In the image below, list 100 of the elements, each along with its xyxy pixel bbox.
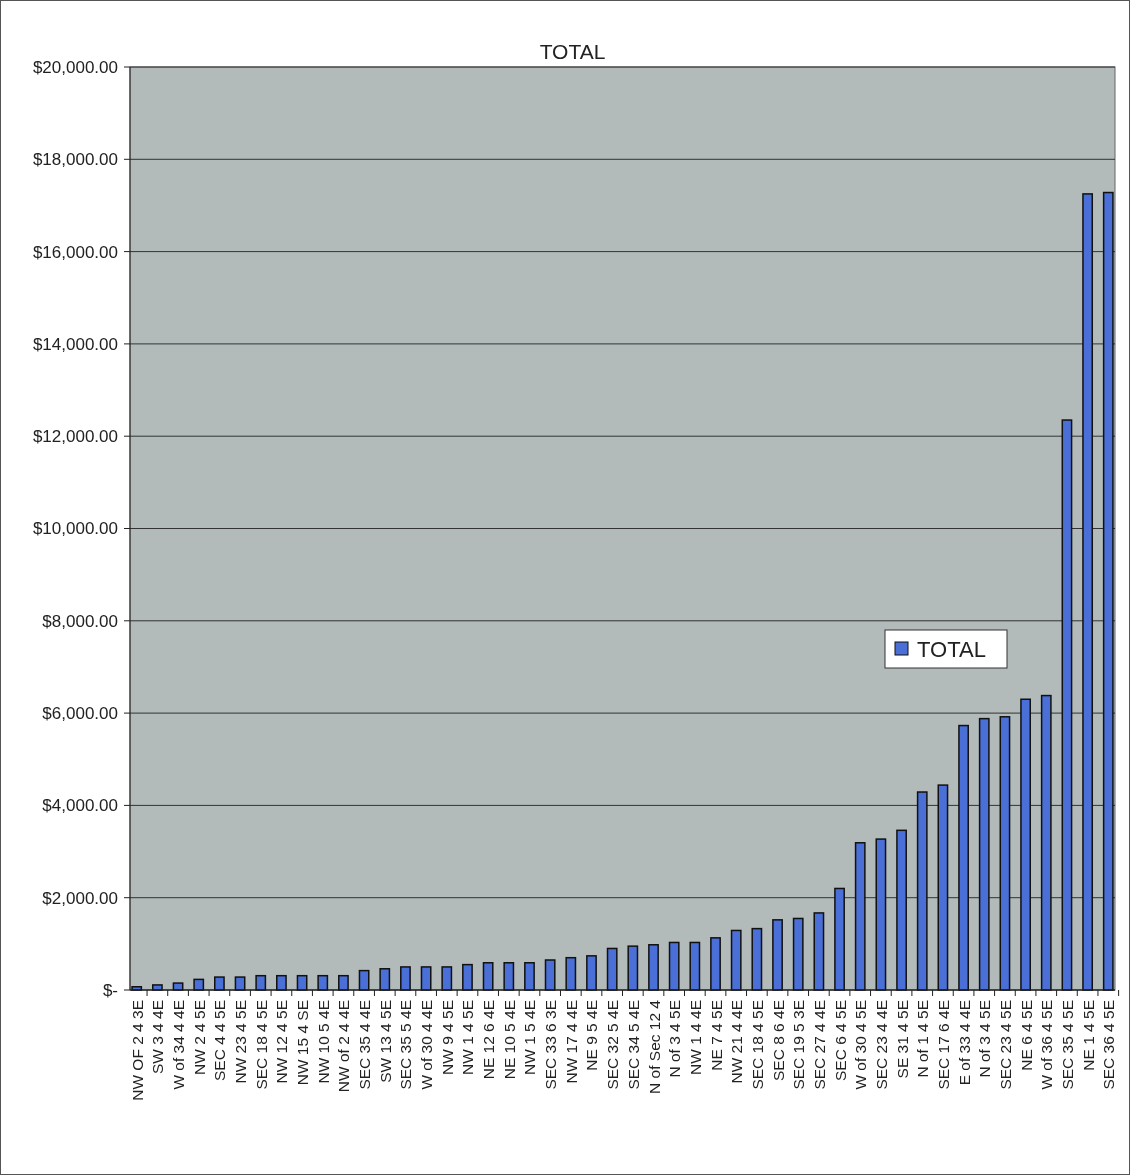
bar xyxy=(834,887,845,991)
x-tick-label: SW 13 4 5E xyxy=(376,1000,394,1083)
x-tick-label: N of 3 4 5E xyxy=(976,1000,994,1078)
x-tick-label: SE 31 4 5E xyxy=(893,1000,911,1079)
x-tick-label: NE 12 6 4E xyxy=(480,1000,498,1080)
y-tick-label: $4,000.00 xyxy=(42,796,118,816)
x-tick-label: SEC 19 5 3E xyxy=(790,1000,808,1090)
bar xyxy=(896,829,907,991)
x-tick-label: SEC 32 5 4E xyxy=(604,1000,622,1090)
bar xyxy=(751,927,763,991)
x-tick-label: NE 1 4 5E xyxy=(1079,1000,1097,1071)
bar xyxy=(772,919,783,991)
x-tick-label: NW of 2 4 4E xyxy=(335,1000,353,1093)
bar xyxy=(276,974,287,991)
bar xyxy=(524,962,535,991)
x-tick-label: NW 1 4 5E xyxy=(459,1000,477,1075)
x-tick-label: SEC 33 6 3E xyxy=(542,1000,560,1090)
x-tick-label: SEC 23 4 5E xyxy=(996,1000,1014,1090)
x-tick-label: NW 10 5 4E xyxy=(314,1000,332,1084)
bar xyxy=(503,962,515,991)
x-tick-label: SEC 18 4 5E xyxy=(748,1000,766,1090)
bar xyxy=(999,716,1011,991)
x-tick-label: NW 1 5 4E xyxy=(521,1000,539,1075)
x-tick-label: SEC 6 4 5E xyxy=(831,1000,849,1081)
y-tick-label: $20,000.00 xyxy=(32,57,118,77)
y-tick-label: $14,000.00 xyxy=(32,334,118,354)
y-tick-label: $10,000.00 xyxy=(32,519,118,539)
x-tick-label: SEC 35 4 5E xyxy=(1058,1000,1076,1090)
x-tick-label: NW 21 4 4E xyxy=(728,1000,746,1084)
bar xyxy=(875,838,887,991)
x-tick-label: SEC 35 4 4E xyxy=(356,1000,374,1090)
bar xyxy=(420,966,432,991)
x-tick-label: SEC 8 6 4E xyxy=(769,1000,787,1081)
y-tick-label: $2,000.00 xyxy=(42,888,118,908)
x-tick-label: SEC 35 5 4E xyxy=(397,1000,415,1090)
bar xyxy=(937,784,949,991)
x-tick-label: N of 3 4 5E xyxy=(666,1000,684,1078)
bar xyxy=(379,968,391,991)
bar xyxy=(255,974,267,991)
chart-title: TOTAL xyxy=(539,40,606,63)
bar xyxy=(214,976,225,991)
x-tick-label: W of 30 4 4E xyxy=(418,1000,436,1090)
bar xyxy=(668,941,680,991)
x-tick-label: N of 1 4 5E xyxy=(914,1000,932,1078)
x-tick-label: SEC 18 4 5E xyxy=(252,1000,270,1090)
bar xyxy=(958,724,969,991)
bar xyxy=(338,974,349,991)
x-tick-label: NW 15 4 SE xyxy=(294,1000,312,1086)
bar xyxy=(813,912,825,991)
x-tick-label: SEC 34 5 4E xyxy=(624,1000,642,1090)
x-tick-label: W of 34 4 4E xyxy=(170,1000,188,1090)
x-tick-label: SEC 23 4 4E xyxy=(872,1000,890,1090)
bar xyxy=(606,947,618,991)
bar xyxy=(586,955,597,991)
bar xyxy=(1020,698,1031,991)
x-tick-label: SW 3 4 4E xyxy=(149,1000,167,1075)
bar xyxy=(317,974,329,991)
x-tick-label: NW 17 4 4E xyxy=(562,1000,580,1084)
bar xyxy=(1082,193,1094,991)
y-tick-label: $12,000.00 xyxy=(32,427,118,447)
bar xyxy=(358,969,370,991)
bar xyxy=(1102,191,1114,991)
y-tick-label: $18,000.00 xyxy=(32,150,118,170)
bar xyxy=(916,791,928,991)
bar xyxy=(482,962,494,991)
x-tick-label: W of 30 4 5E xyxy=(852,1000,870,1090)
x-tick-label: N of Sec 12 4 xyxy=(645,999,663,1094)
bar xyxy=(710,937,721,991)
x-tick-label: NW 1 4 4E xyxy=(686,1000,704,1075)
bar xyxy=(978,717,990,991)
y-tick-label: $8,000.00 xyxy=(42,611,118,631)
bar xyxy=(648,944,659,991)
bar xyxy=(792,917,804,991)
bar xyxy=(854,842,866,991)
y-tick-label: $16,000.00 xyxy=(32,242,118,262)
x-tick-label: NW OF 2 4 3E xyxy=(128,1000,146,1101)
x-tick-label: NE 7 4 5E xyxy=(707,1000,725,1071)
x-tick-label: NE 9 5 4E xyxy=(583,1000,601,1071)
x-tick-label: SEC 36 4 5E xyxy=(1100,1000,1118,1090)
x-tick-label: SEC 17 6 4E xyxy=(934,1000,952,1090)
x-tick-label: SEC 27 4 4E xyxy=(810,1000,828,1090)
x-tick-label: NW 2 4 5E xyxy=(190,1000,208,1075)
x-tick-label: NW 9 4 5E xyxy=(438,1000,456,1075)
bar xyxy=(544,959,556,991)
y-tick-label: $6,000.00 xyxy=(42,704,118,724)
x-tick-label: NE 6 4 5E xyxy=(1017,1000,1035,1071)
x-tick-label: NW 12 4 5E xyxy=(273,1000,291,1084)
x-tick-label: E of 33 4 4E xyxy=(955,1000,973,1086)
legend-label: TOTAL xyxy=(917,636,986,662)
bar xyxy=(1061,419,1073,991)
bar xyxy=(689,941,701,991)
bar xyxy=(627,945,639,991)
bar xyxy=(400,966,411,991)
bar xyxy=(462,963,473,991)
x-tick-label: W of 36 4 5E xyxy=(1038,1000,1056,1090)
y-tick-label: $- xyxy=(102,980,118,1000)
x-tick-label: NE 10 5 4E xyxy=(500,1000,518,1080)
bar xyxy=(1040,694,1052,991)
x-tick-label: SEC 4 4 5E xyxy=(211,1000,229,1081)
bar xyxy=(730,929,742,991)
